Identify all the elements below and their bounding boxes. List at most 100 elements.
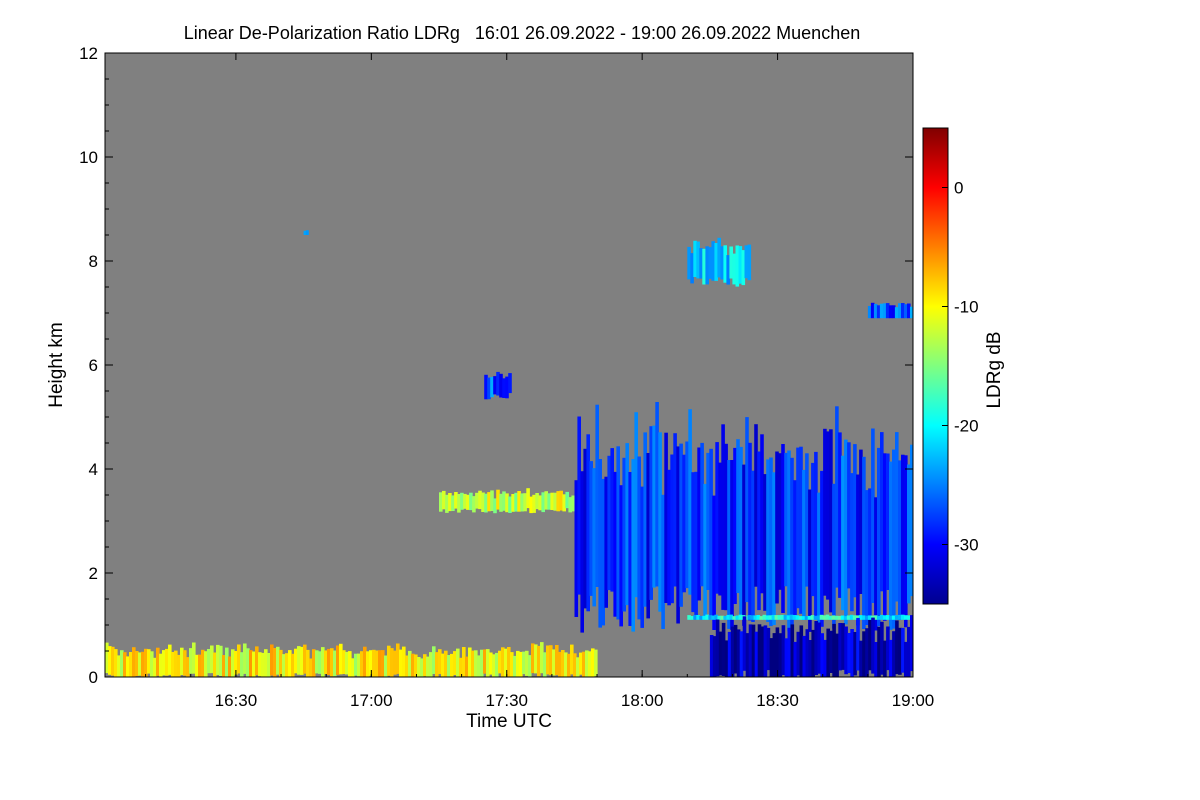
ldr-cell bbox=[475, 492, 479, 509]
ldr-cell bbox=[907, 464, 911, 604]
ldr-cell bbox=[504, 648, 508, 677]
ldr-cell bbox=[714, 614, 718, 620]
ldr-cell bbox=[667, 469, 671, 606]
ldr-cell bbox=[766, 627, 771, 671]
ldr-cell bbox=[721, 622, 726, 676]
ldr-cell bbox=[673, 433, 677, 587]
colorbar-label: LDRg dB bbox=[984, 331, 1005, 408]
ldr-cell bbox=[610, 448, 614, 592]
ldr-cell bbox=[855, 615, 860, 620]
y-tick-label: 2 bbox=[89, 564, 98, 583]
ldr-cell bbox=[753, 615, 758, 620]
ldr-cell bbox=[330, 648, 334, 677]
ldr-cell bbox=[690, 616, 694, 620]
ldr-cell bbox=[279, 649, 283, 677]
ldr-cell bbox=[468, 647, 472, 677]
ldr-cell bbox=[189, 648, 193, 674]
ldr-cell bbox=[495, 652, 499, 677]
ldr-cell bbox=[457, 494, 461, 513]
ldr-cell bbox=[724, 443, 728, 611]
ldr-cell bbox=[336, 645, 340, 675]
ldr-cell bbox=[594, 649, 598, 677]
ldr-cell bbox=[604, 476, 608, 608]
y-tick-label: 4 bbox=[89, 460, 98, 479]
ldr-region bbox=[484, 371, 512, 400]
ldr-cell bbox=[471, 650, 475, 677]
ldr-cell bbox=[108, 646, 112, 675]
ldr-cell bbox=[712, 636, 717, 677]
ldr-cell bbox=[787, 627, 792, 677]
ldr-cell bbox=[465, 656, 469, 677]
ldr-cell bbox=[769, 457, 773, 627]
ldr-cell bbox=[844, 439, 848, 625]
ldr-cell bbox=[670, 454, 674, 604]
ldr-cell bbox=[873, 615, 878, 620]
ldr-cell bbox=[210, 645, 214, 674]
ldr-cell bbox=[777, 615, 782, 620]
ldr-cell bbox=[742, 616, 747, 671]
ldr-cell bbox=[264, 649, 268, 677]
ldr-cell bbox=[799, 625, 804, 677]
ldr-cell bbox=[153, 657, 157, 677]
ldr-cell bbox=[852, 615, 857, 620]
ldr-cell bbox=[655, 402, 659, 587]
ldr-cell bbox=[402, 646, 406, 677]
ldr-cell bbox=[420, 658, 424, 677]
ldr-cell bbox=[757, 451, 761, 611]
ldr-cell bbox=[640, 486, 644, 628]
ldr-cell bbox=[901, 627, 905, 673]
ldr-cell bbox=[586, 434, 590, 612]
ldr-cell bbox=[780, 614, 785, 620]
ldr-cell bbox=[898, 460, 902, 620]
ldr-cell bbox=[538, 495, 542, 511]
colorbar-tick-label: 0 bbox=[954, 179, 963, 198]
ldr-cell bbox=[756, 615, 761, 620]
ldr-cell bbox=[775, 451, 779, 604]
ldr-cell bbox=[270, 644, 274, 676]
ldr-cell bbox=[768, 615, 773, 620]
ldr-cell bbox=[888, 305, 893, 319]
ldr-cell bbox=[664, 432, 668, 603]
ldr-cell bbox=[180, 647, 184, 675]
ldr-cell bbox=[829, 429, 833, 613]
ldr-cell bbox=[619, 485, 623, 627]
ldr-cell bbox=[576, 657, 580, 677]
ldr-cell bbox=[345, 651, 349, 675]
ldr-cell bbox=[693, 240, 697, 277]
ldr-cell bbox=[873, 303, 878, 319]
ldr-cell bbox=[832, 483, 836, 629]
ldr-cell bbox=[231, 649, 235, 677]
ldr-cell bbox=[885, 615, 890, 620]
ldr-cell bbox=[849, 614, 854, 620]
ldr-cell bbox=[529, 496, 533, 514]
ldr-cell bbox=[378, 650, 382, 677]
ldr-cell bbox=[589, 461, 593, 596]
ldr-cell bbox=[747, 244, 752, 281]
ldr-cell bbox=[718, 631, 723, 676]
ldr-cell bbox=[547, 493, 551, 510]
ldr-cell bbox=[711, 241, 715, 281]
ldr-cell bbox=[582, 651, 586, 677]
ldr-cell bbox=[499, 373, 503, 398]
ldr-cell bbox=[727, 631, 732, 677]
ldr-cell bbox=[126, 656, 130, 677]
ldr-cell bbox=[745, 633, 750, 677]
ldr-cell bbox=[183, 650, 187, 676]
ldr-cell bbox=[709, 635, 714, 677]
ldr-cell bbox=[537, 645, 541, 677]
ldr-cell bbox=[817, 492, 821, 626]
ldr-cell bbox=[445, 494, 449, 513]
ldr-cell bbox=[894, 307, 899, 319]
ldr-cell bbox=[303, 230, 307, 235]
ldr-cell bbox=[519, 651, 523, 677]
ldr-cell bbox=[454, 492, 458, 509]
ldr-cell bbox=[724, 640, 729, 677]
ldr-cell bbox=[882, 615, 887, 620]
ldr-cell bbox=[823, 428, 827, 596]
ldr-cell bbox=[303, 644, 307, 674]
ldr-cell bbox=[508, 373, 512, 394]
colorbar-tick-label: -30 bbox=[954, 536, 979, 555]
ldr-cell bbox=[496, 489, 500, 510]
ldr-cell bbox=[505, 376, 509, 399]
